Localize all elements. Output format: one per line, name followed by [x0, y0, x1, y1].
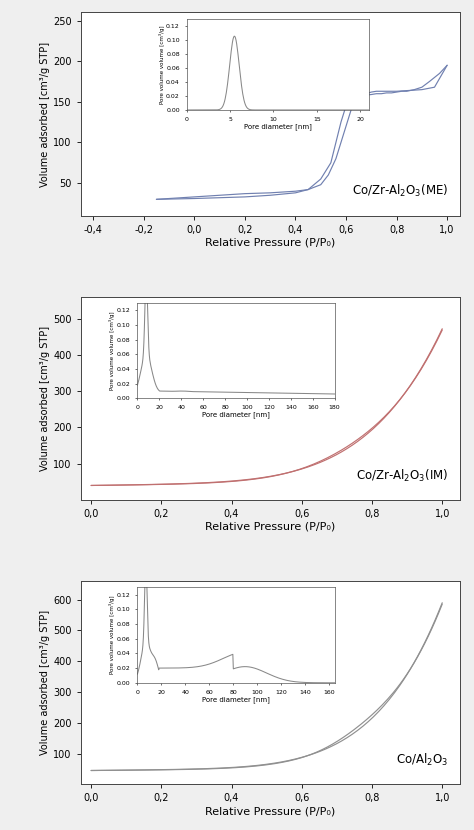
Text: Co/Zr-Al$_2$O$_3$(ME): Co/Zr-Al$_2$O$_3$(ME) — [352, 183, 448, 199]
Text: Co/Zr-Al$_2$O$_3$(IM): Co/Zr-Al$_2$O$_3$(IM) — [356, 467, 448, 484]
Text: Co/Al$_2$O$_3$: Co/Al$_2$O$_3$ — [396, 752, 448, 768]
Y-axis label: Volume adsorbed [cm³/g STP]: Volume adsorbed [cm³/g STP] — [40, 42, 50, 187]
Y-axis label: Volume adsorbed [cm³/g STP]: Volume adsorbed [cm³/g STP] — [40, 610, 50, 755]
X-axis label: Relative Pressure (P/P₀): Relative Pressure (P/P₀) — [205, 237, 335, 247]
X-axis label: Relative Pressure (P/P₀): Relative Pressure (P/P₀) — [205, 522, 335, 532]
Y-axis label: Volume adsorbed [cm³/g STP]: Volume adsorbed [cm³/g STP] — [40, 326, 50, 471]
X-axis label: Relative Pressure (P/P₀): Relative Pressure (P/P₀) — [205, 806, 335, 816]
